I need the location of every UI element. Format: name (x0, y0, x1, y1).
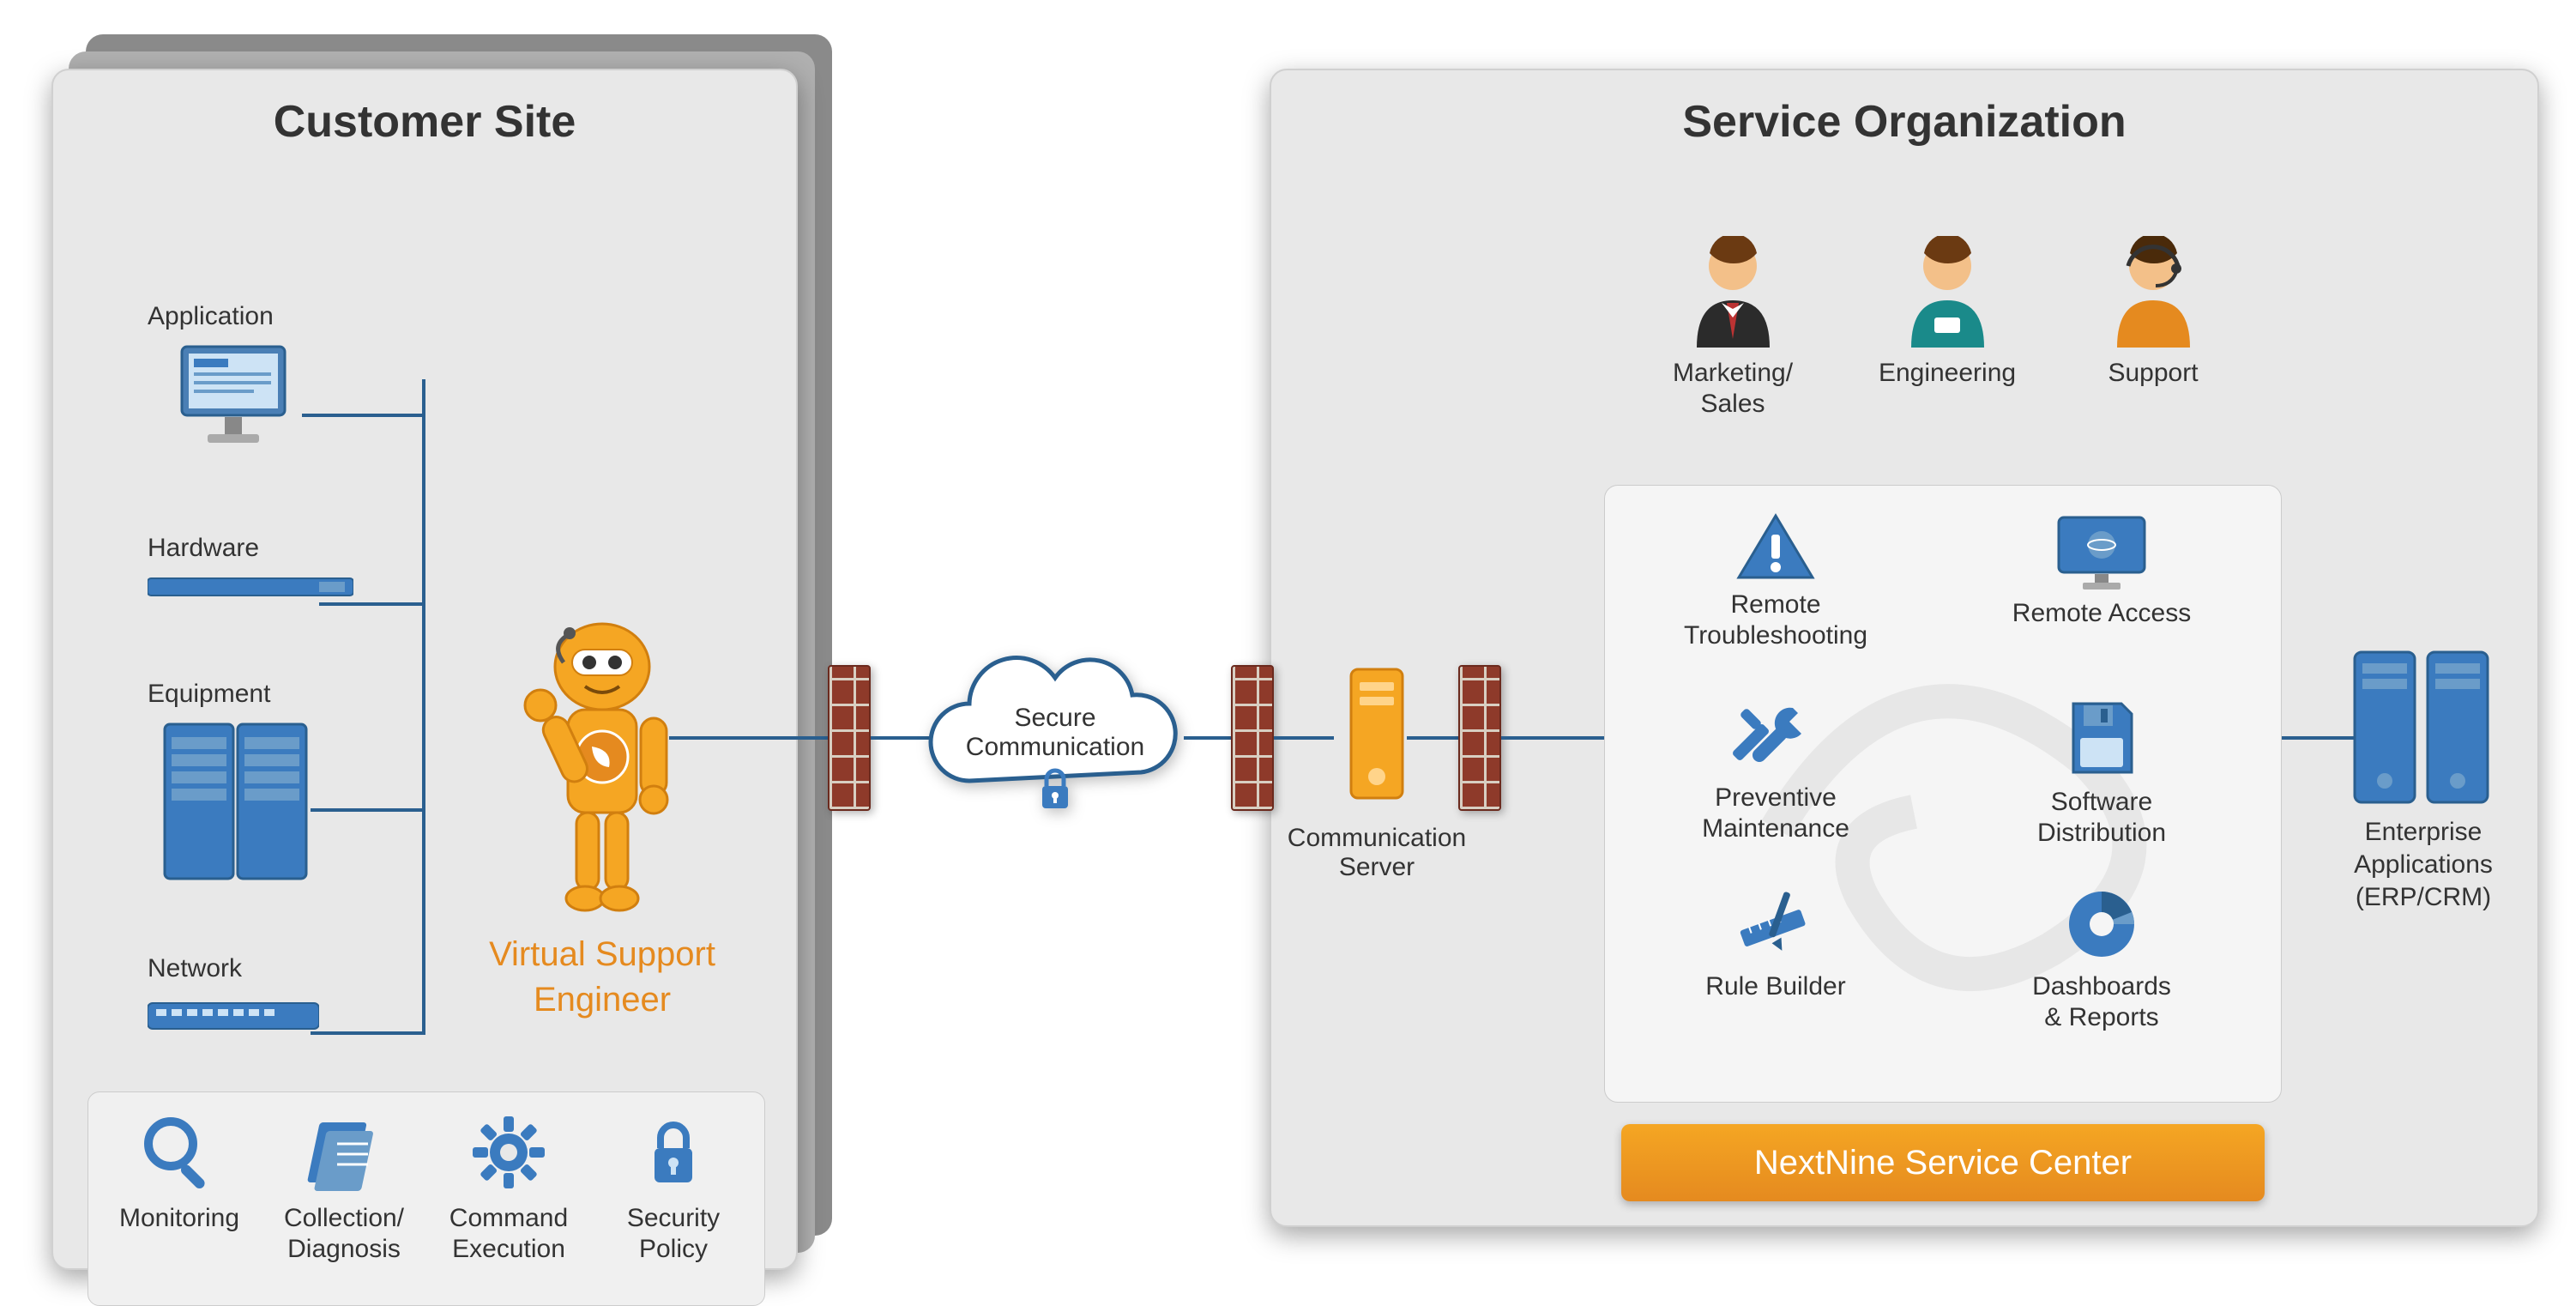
servers-icon (2342, 639, 2505, 811)
svc-sd-l1: Software (2051, 788, 2152, 817)
tool-collection-l1: Collection/ (284, 1204, 404, 1233)
padlock-icon (1034, 765, 1077, 813)
bus-app-drop (422, 379, 425, 417)
alert-icon (1735, 511, 1817, 583)
role-marketing-l1: Marketing/ (1673, 359, 1793, 388)
svc-rb-label: Rule Builder (1705, 972, 1845, 1001)
suit-person-icon (1684, 236, 1783, 352)
firewall-mid-right (1458, 665, 1501, 811)
role-marketing-l2: Sales (1700, 390, 1765, 419)
wrench-icon (1733, 695, 1819, 777)
role-engineering: Engineering (1853, 236, 2042, 388)
monitor-icon (165, 338, 302, 450)
svc-remote-troubleshooting: Remote Troubleshooting (1656, 511, 1896, 650)
firewall-mid-left (1231, 665, 1274, 811)
enterprise-l2: Applications (2354, 850, 2493, 880)
svc-remote-access: Remote Access (1982, 511, 2222, 628)
enterprise-apps: Enterprise Applications (ERP/CRM) (2320, 639, 2526, 912)
tool-command: Command Execution (436, 1109, 582, 1264)
tools-panel: Monitoring Collection/ Diagnosis (87, 1091, 765, 1306)
bus-to-net (311, 1031, 425, 1035)
vse-label-1: Virtual Support (489, 935, 715, 974)
comm-server (1308, 661, 1445, 807)
role-marketing: Marketing/ Sales (1638, 236, 1827, 419)
tool-command-l2: Execution (452, 1235, 565, 1264)
rack-icon (156, 716, 311, 887)
vse-robot: Virtual Support Engineer (456, 620, 748, 1019)
magnifier-icon (136, 1109, 222, 1195)
line-server-to-fw3 (1407, 736, 1463, 740)
lock-icon (630, 1109, 716, 1195)
svc-dr-l2: & Reports (2044, 1003, 2158, 1032)
svc-software-dist: Software Distribution (1982, 695, 2222, 848)
tool-security: Security Policy (600, 1109, 746, 1264)
bus-vertical (422, 379, 425, 1031)
svc-rule-builder: Rule Builder (1656, 884, 1896, 1001)
pie-icon (2061, 884, 2143, 965)
banner-text: NextNine Service Center (1754, 1144, 2132, 1182)
line-cloud-to-fw2 (1184, 736, 1235, 740)
disk-icon (2063, 695, 2140, 781)
application-node: Application (139, 302, 328, 450)
secure-cloud: Secure Communication (909, 644, 1201, 845)
secure-l2: Communication (909, 733, 1201, 762)
firewall-left (828, 665, 871, 811)
svc-rt-l1: Remote (1730, 590, 1820, 620)
enterprise-l1: Enterprise (2365, 818, 2482, 847)
svc-preventive: Preventive Maintenance (1656, 695, 1896, 843)
service-org-title: Service Organization (1271, 96, 2537, 148)
tool-monitoring-label: Monitoring (119, 1204, 239, 1233)
tool-collection: Collection/ Diagnosis (271, 1109, 417, 1264)
docs-icon (301, 1109, 387, 1195)
service-center-banner: NextNine Service Center (1621, 1124, 2265, 1201)
secure-l1: Secure (909, 704, 1201, 733)
equipment-node: Equipment (139, 680, 328, 887)
tool-security-l1: Security (627, 1204, 720, 1233)
bus-to-eq (311, 808, 425, 812)
equipment-label: Equipment (148, 680, 270, 709)
headset-person-icon (2104, 236, 2203, 352)
switch-icon (148, 990, 319, 1042)
blade-icon (148, 570, 353, 604)
tool-command-l1: Command (449, 1204, 568, 1233)
line-left-to-fw1 (669, 736, 832, 740)
svc-dashboards: Dashboards & Reports (1982, 884, 2222, 1032)
robot-icon (491, 620, 714, 928)
customer-site-panel: Customer Site Application Hardware Equip… (51, 69, 798, 1270)
tool-collection-l2: Diagnosis (287, 1235, 401, 1264)
gear-icon (466, 1109, 552, 1195)
svc-rt-l2: Troubleshooting (1684, 621, 1867, 650)
ruler-icon (1733, 884, 1819, 965)
tool-security-l2: Policy (639, 1235, 708, 1264)
svc-ra-label: Remote Access (2012, 599, 2191, 628)
screen-icon (2050, 511, 2153, 592)
role-engineering-label: Engineering (1879, 359, 2016, 388)
network-node: Network (139, 954, 328, 1042)
customer-site-title: Customer Site (53, 96, 796, 148)
hardware-node: Hardware (139, 534, 362, 604)
role-support-label: Support (2108, 359, 2198, 388)
line-fw3-to-sc (1501, 736, 1613, 740)
teal-person-icon (1898, 236, 1997, 352)
vse-label-2: Engineer (534, 981, 671, 1019)
network-label: Network (148, 954, 242, 983)
role-support: Support (2067, 236, 2239, 388)
application-label: Application (148, 302, 274, 331)
tool-monitoring: Monitoring (106, 1109, 252, 1233)
comm-server-l2: Server (1278, 853, 1475, 882)
svc-sd-l2: Distribution (2037, 819, 2166, 848)
svc-pm-l1: Preventive (1715, 783, 1837, 813)
svc-dr-l1: Dashboards (2032, 972, 2171, 1001)
server-icon (1334, 661, 1420, 807)
hardware-label: Hardware (148, 534, 259, 563)
comm-server-l1: Communication (1278, 824, 1475, 853)
enterprise-l3: (ERP/CRM) (2356, 883, 2491, 912)
svc-pm-l2: Maintenance (1702, 814, 1849, 843)
